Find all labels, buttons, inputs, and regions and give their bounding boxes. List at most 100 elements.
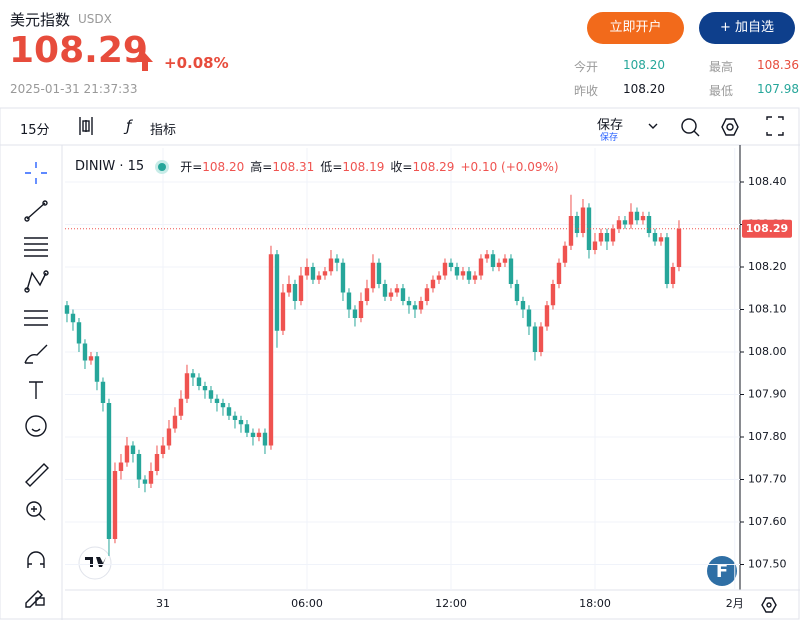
- candle-body: [244, 424, 250, 433]
- candle-body: [148, 471, 154, 484]
- candle-body: [622, 220, 628, 225]
- candle-body: [172, 415, 178, 429]
- asset-code: USDX: [78, 12, 112, 26]
- candle-body: [496, 262, 502, 267]
- last-price-label: 108.29: [746, 222, 788, 235]
- candle-body: [556, 262, 562, 284]
- candle-body: [388, 292, 394, 297]
- grid: [65, 148, 740, 590]
- candle-body: [202, 386, 208, 391]
- y-tick-label: 107.50: [748, 558, 787, 571]
- stat-label: 最高: [709, 60, 734, 74]
- up-arrow: [137, 53, 153, 71]
- candle-body: [238, 420, 244, 425]
- candle-body: [478, 258, 484, 276]
- indicators[interactable]: 指标: [150, 123, 177, 138]
- candle-body: [184, 373, 190, 399]
- candle-body: [526, 309, 532, 327]
- legend-text: 108.29: [412, 159, 455, 174]
- candle-body: [646, 216, 652, 233]
- candle-body: [658, 237, 664, 242]
- candle-body: [664, 237, 670, 284]
- legend-text: 低=: [320, 160, 343, 174]
- datetime: 2025-01-31 21:37:33: [10, 82, 138, 96]
- tv-logo: [78, 546, 112, 580]
- candle-body: [268, 254, 274, 446]
- y-tick-label: 107.90: [748, 388, 787, 401]
- candle-body: [406, 301, 412, 306]
- candle-body: [250, 432, 256, 437]
- chart-legend: DINIW · 15 开= 108.20 高= 108.31 低= 108.19 收= 108…: [75, 158, 559, 175]
- stat-value: 108.20: [623, 82, 665, 96]
- candle-body: [466, 271, 472, 280]
- candle-body: [508, 258, 514, 284]
- y-tick-label: 108.10: [748, 303, 787, 316]
- candle-body: [550, 284, 556, 306]
- candle-body: [226, 407, 232, 416]
- candle-body: [220, 403, 226, 408]
- last-price-tag: [742, 219, 792, 238]
- candle-body: [418, 301, 424, 310]
- candle-body: [628, 211, 634, 225]
- candle-body: [484, 254, 490, 259]
- candle-body: [112, 471, 118, 539]
- candle-body: [130, 445, 136, 454]
- candle-body: [298, 275, 304, 301]
- candle-body: [604, 233, 610, 242]
- candle-body: [676, 228, 682, 267]
- interval[interactable]: 15分: [20, 123, 50, 138]
- candle-body: [430, 279, 436, 289]
- y-tick-label: 108.20: [748, 260, 787, 273]
- candle-body: [472, 275, 478, 280]
- legend-text: +0.10 (+0.09%): [460, 159, 559, 174]
- candle-body: [160, 445, 166, 454]
- candle-body: [142, 479, 148, 484]
- x-tick-label: 18:00: [579, 597, 611, 610]
- candle-body: [214, 398, 220, 403]
- candle-body: [352, 309, 358, 318]
- y-tick-label: 108.40: [748, 175, 787, 188]
- candle-body: [376, 262, 382, 284]
- candle-body: [280, 292, 286, 331]
- candle-body: [412, 305, 418, 310]
- candle-body: [292, 284, 298, 301]
- candle-body: [304, 267, 310, 276]
- drawing-tools[interactable]: [24, 116, 784, 613]
- asset-name: 美元指数: [10, 11, 71, 29]
- candle-body: [124, 445, 130, 463]
- candle-body: [502, 258, 508, 263]
- stat-label: 今开: [574, 60, 599, 74]
- save[interactable]: 保存: [597, 118, 624, 133]
- candle-body: [598, 233, 604, 242]
- candle-body: [106, 403, 112, 539]
- stat-label: 最低: [709, 84, 734, 98]
- x-tick-label: 2月: [726, 597, 744, 610]
- candle-body: [592, 241, 598, 250]
- candle-body: [346, 292, 352, 310]
- candle-body: [76, 322, 82, 344]
- fx-icon[interactable]: ƒ: [126, 117, 132, 135]
- candle-body: [448, 262, 454, 267]
- open-account-button[interactable]: 立即开户: [587, 12, 684, 44]
- change: +0.08%: [164, 54, 229, 72]
- candle-body: [88, 356, 94, 361]
- candle-body: [190, 373, 196, 378]
- candle-body: [232, 415, 238, 420]
- candle-body: [334, 258, 340, 263]
- candle-body: [118, 462, 124, 471]
- candle-body: [286, 284, 292, 293]
- candle-body: [340, 262, 346, 293]
- candle-body: [310, 267, 316, 280]
- candle-body: [196, 377, 202, 386]
- stat-value: 108.20: [623, 58, 665, 72]
- candle-body: [574, 216, 580, 233]
- candle-body: [514, 284, 520, 301]
- watchlist-button[interactable]: + 加自选: [699, 12, 795, 44]
- candle-body: [580, 207, 586, 233]
- candle-body: [634, 211, 640, 221]
- legend-text: 108.31: [272, 159, 315, 174]
- legend-text: 108.19: [342, 159, 385, 174]
- candle-body: [328, 258, 334, 272]
